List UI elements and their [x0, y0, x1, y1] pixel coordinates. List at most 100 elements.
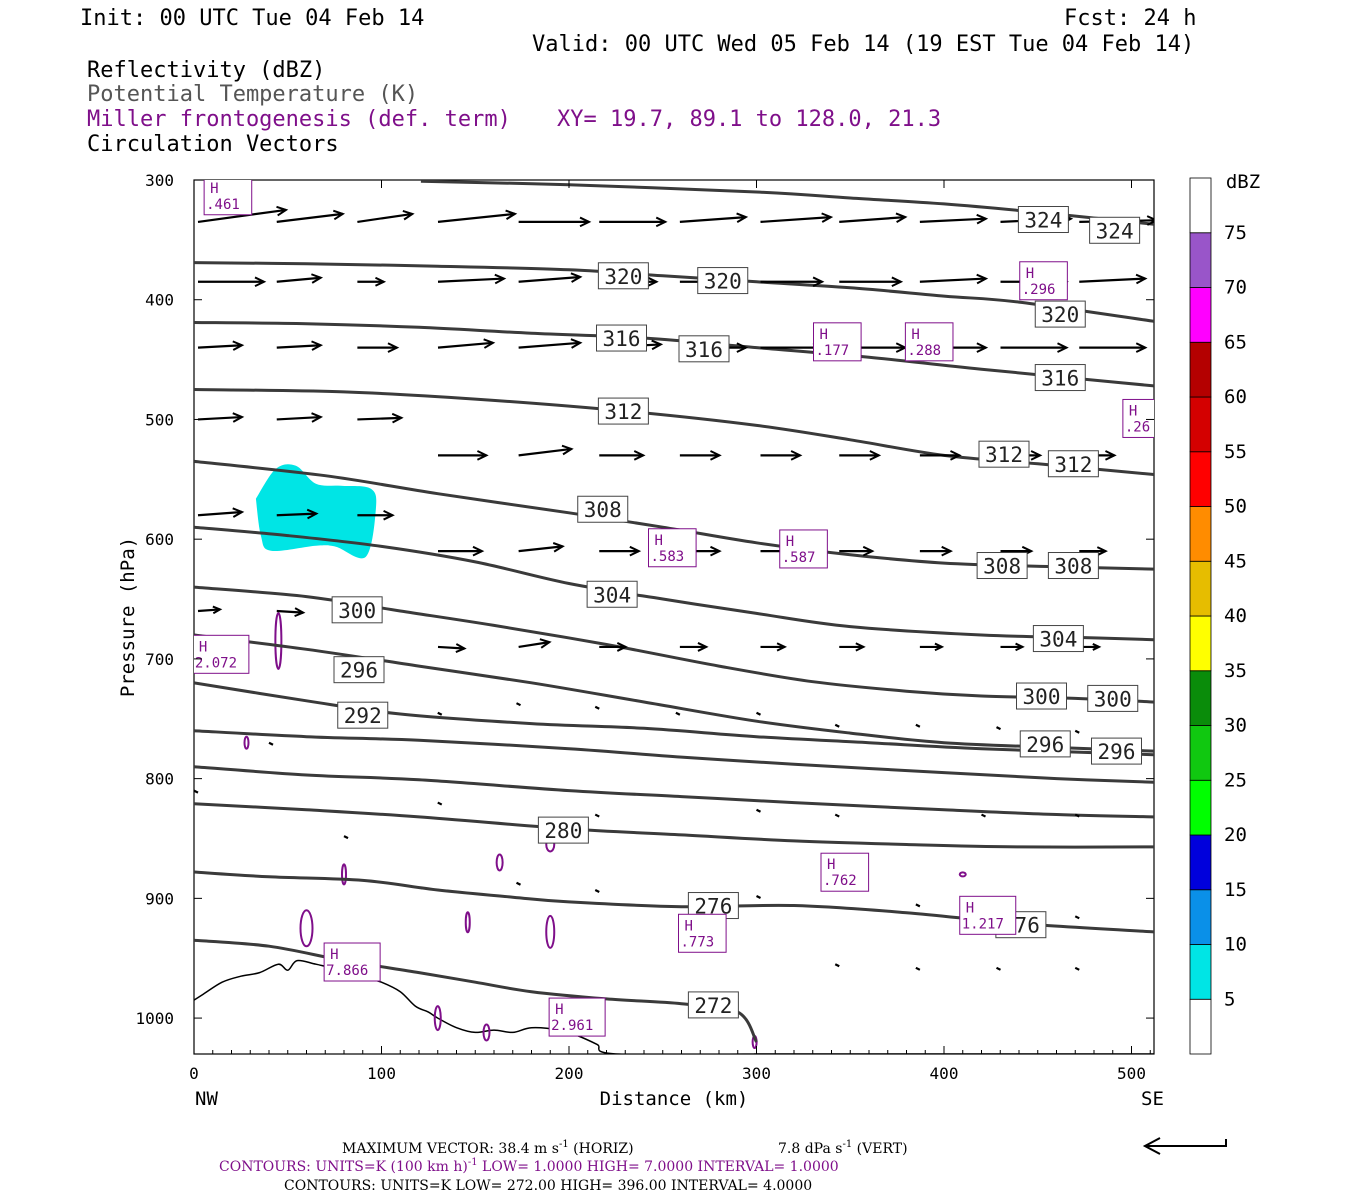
- theta-label: 292: [344, 704, 382, 728]
- wind-vector-head: [494, 273, 507, 285]
- wind-vector-head: [505, 209, 518, 221]
- theta-label-box: [577, 495, 629, 523]
- fronto-max-box: [820, 852, 870, 892]
- theta-label-box: [1017, 206, 1069, 234]
- wind-vector-head: [790, 450, 803, 461]
- colorbar-segment: [1189, 998, 1212, 1055]
- x-tick-label: 100: [367, 1064, 396, 1083]
- wind-vector: [518, 545, 563, 553]
- fronto-max-value: .296: [1022, 282, 1056, 298]
- wind-vector-head: [1135, 342, 1148, 353]
- wind-vector-head: [1096, 546, 1108, 557]
- wind-vector-head: [539, 638, 552, 649]
- wind-vector: [756, 711, 761, 716]
- wind-vector: [276, 276, 321, 283]
- wind-vector: [197, 208, 287, 223]
- colorbar-segment: [1189, 506, 1212, 562]
- wind-vector-head: [1105, 450, 1117, 461]
- wind-vector-head: [311, 412, 324, 423]
- fronto-contour: [274, 611, 283, 670]
- max-vert-suffix: (VERT): [852, 1141, 907, 1157]
- colorbar-label: 25: [1224, 769, 1247, 791]
- header: Init: 00 UTC Tue 04 Feb 14 Fcst: 24 h Va…: [80, 6, 1196, 157]
- y-tick-label: 300: [145, 171, 174, 190]
- theta-contour-304: [194, 525, 1154, 642]
- theta-label: 324: [1096, 219, 1134, 243]
- wind-vector: [516, 702, 521, 707]
- axes: 0 100 200 300 400 500 300 400 500 600 700 800 900 100…: [135, 171, 1154, 1083]
- colorbar-label: 5: [1224, 988, 1235, 1010]
- wind-vector-head: [232, 412, 245, 423]
- theta-label: 300: [338, 599, 376, 623]
- theta-label: 316: [603, 327, 641, 351]
- fronto-max-marker: H: [210, 181, 218, 197]
- y-tick-label: 600: [145, 530, 174, 549]
- colorbar-segment: [1189, 944, 1212, 1000]
- wind-vector-head: [616, 642, 628, 652]
- wind-vector-head: [212, 605, 223, 615]
- wind-vector: [276, 609, 304, 614]
- wind-vector-head: [311, 340, 324, 351]
- fronto-max-box: [1122, 398, 1154, 438]
- theta-label-box: [333, 656, 385, 684]
- fronto-max-marker: H: [786, 534, 794, 550]
- theta-label-box: [586, 580, 638, 608]
- colorbar-segment: [1189, 725, 1212, 781]
- wind-vector-head: [276, 205, 289, 217]
- wind-vector-head: [483, 338, 496, 349]
- colorbar-segment: [1189, 341, 1212, 398]
- terrain-line: [194, 959, 1154, 1054]
- colorbar-segment: [1189, 560, 1212, 617]
- theta-label: 320: [704, 270, 742, 294]
- theta-label: 272: [694, 994, 732, 1018]
- theta-label-box: [1034, 364, 1086, 392]
- wind-vector: [1074, 915, 1080, 920]
- wind-vector: [834, 813, 840, 818]
- colorbar-label: 30: [1224, 715, 1247, 737]
- theta-contour-line: [194, 729, 1154, 784]
- wind-vector-head: [976, 342, 989, 353]
- colorbar-label: 50: [1224, 496, 1247, 518]
- theta-label: 296: [340, 659, 378, 683]
- fronto-max-marker: H: [820, 327, 828, 343]
- wind-vector-head: [472, 545, 485, 557]
- fronto-contour: [545, 914, 556, 949]
- wind-vector-head: [812, 276, 825, 288]
- fronto-max-box: [203, 180, 253, 216]
- wind-vector-head: [294, 607, 306, 618]
- wind-vector: [834, 963, 840, 968]
- wind-vector-head: [375, 276, 387, 287]
- wind-vector-head: [1015, 642, 1025, 652]
- wind-vector: [996, 966, 1001, 971]
- wind-vector: [276, 512, 317, 517]
- wind-vector: [194, 789, 199, 794]
- theta-label: 324: [1024, 209, 1062, 233]
- fronto-max-box: [648, 528, 697, 568]
- y-tick-label: 700: [145, 650, 174, 669]
- wind-vector: [197, 415, 243, 421]
- fronto-units-text: CONTOURS: UNITS=K (100 km h): [219, 1159, 468, 1175]
- wind-vector: [594, 813, 600, 818]
- theta-label-box: [1089, 216, 1141, 244]
- y-tick-label: 500: [145, 410, 174, 429]
- wind-vector-head: [697, 642, 709, 652]
- theta-label: 300: [1023, 685, 1061, 709]
- theta-contour-280: [194, 802, 1154, 849]
- colorbar-segment: [1189, 396, 1212, 453]
- fronto-contour: [495, 853, 504, 872]
- field-vectors: Circulation Vectors: [87, 132, 339, 157]
- wind-vector: [1079, 277, 1146, 283]
- max-vert-text: 7.8 dPa s: [778, 1141, 842, 1157]
- theta-label: 304: [1039, 628, 1077, 652]
- wind-vector: [1074, 813, 1080, 818]
- theta-label: 280: [544, 819, 582, 843]
- fronto-max-box: [678, 913, 727, 953]
- fronto-max-marker: H: [1129, 403, 1137, 419]
- wind-vector-head: [552, 542, 565, 553]
- theta-label: 300: [1094, 687, 1132, 711]
- x-axis-right-end: SE: [1141, 1088, 1164, 1110]
- fronto-max-box: [548, 997, 606, 1037]
- x-tick-label: 200: [555, 1064, 584, 1083]
- wind-vector-head: [455, 643, 467, 653]
- theta-contour-line: [194, 765, 1154, 819]
